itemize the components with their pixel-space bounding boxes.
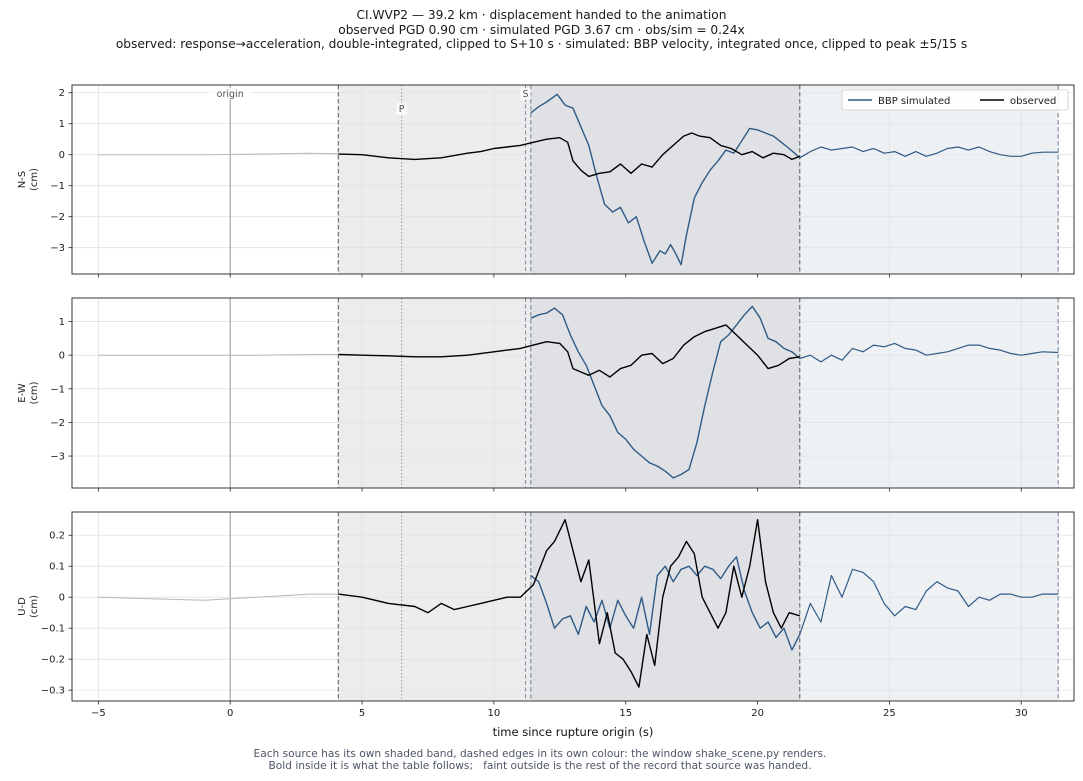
y-tick-label: −1 <box>50 181 65 192</box>
caption-line-2: Bold inside it is what the table follows… <box>268 760 812 772</box>
x-tick-label: −5 <box>91 708 106 719</box>
series-observed-outside-window <box>98 354 339 356</box>
y-tick-label: 0.2 <box>49 531 65 542</box>
panel-2: −3 −2 −1 0 1 E-W (cm) <box>17 297 1075 492</box>
y-tick-label: −3 <box>50 452 65 463</box>
series-bbp-simulated-outside-window <box>799 342 1059 363</box>
panel-3: −0.3 −0.2 −0.1 0 0.1 0.2 −5 0 5 10 15 20 25 30 U-D (cm) <box>17 511 1075 719</box>
legend-label-observed: observed <box>1010 96 1056 107</box>
x-tick-label: 5 <box>359 708 365 719</box>
series-observed <box>338 324 800 378</box>
y-tick-label: 1 <box>59 317 65 328</box>
y-axis-label: (cm) <box>29 168 40 191</box>
y-tick-label: 0 <box>59 351 65 362</box>
overlap-window-band <box>530 298 800 488</box>
y-tick-label: −0.2 <box>41 655 65 666</box>
y-tick-label: −2 <box>50 418 65 429</box>
overlap-window-band <box>530 512 800 701</box>
plot-frame <box>71 297 1075 489</box>
plot-frame <box>71 511 1075 702</box>
chart-title: CI.WVP2 — 39.2 km · displacement handed … <box>0 8 1083 52</box>
legend: BBP simulated observed <box>841 89 1069 111</box>
marker-label-bg <box>396 103 407 115</box>
x-tick-label: 15 <box>619 708 632 719</box>
title-line-2: observed PGD 0.90 cm · simulated PGD 3.6… <box>338 22 745 37</box>
marker-label-bg <box>520 88 531 100</box>
plot-frame <box>71 84 1075 275</box>
legend-label-simulated: BBP simulated <box>878 96 950 107</box>
y-tick-label: −1 <box>50 384 65 395</box>
y-axis-label: U-D <box>17 597 28 616</box>
title-line-1: CI.WVP2 — 39.2 km · displacement handed … <box>356 8 727 22</box>
series-bbp-simulated <box>530 556 801 651</box>
y-tick-label: −2 <box>50 212 65 223</box>
caption-line-1: Each source has its own shaded band, das… <box>253 748 827 760</box>
series-observed-outside-window <box>98 152 339 156</box>
y-axis-label: N-S <box>17 171 28 188</box>
series-bbp-simulated <box>530 305 801 479</box>
series-observed-outside-window <box>98 593 339 601</box>
marker-label-s: S <box>523 89 529 100</box>
y-axis-label: E-W <box>17 383 28 403</box>
marker-label-origin: origin <box>217 89 244 100</box>
y-tick-label: 2 <box>59 88 65 99</box>
marker-label-p: P <box>399 104 405 115</box>
overlap-window-band <box>530 85 800 274</box>
series-observed <box>338 132 801 178</box>
panel-1: −3 −2 −1 0 1 2 N-S (cm) origin P S BBP simulated obs… <box>17 84 1075 278</box>
x-axis-label: time since rupture origin (s) <box>493 725 654 739</box>
marker-label-bg <box>209 88 251 100</box>
x-tick-label: 30 <box>1015 708 1028 719</box>
x-tick-label: 0 <box>227 708 233 719</box>
y-tick-label: −0.3 <box>41 686 65 697</box>
x-tick-label: 10 <box>488 708 501 719</box>
x-tick-label: 25 <box>883 708 896 719</box>
x-tick-label: 20 <box>751 708 764 719</box>
legend-box <box>841 89 1069 111</box>
y-tick-label: −0.1 <box>41 624 65 635</box>
y-axis-label: (cm) <box>29 381 40 404</box>
figure-caption: Each source has its own shaded band, das… <box>0 748 1080 772</box>
y-tick-label: 0.1 <box>49 562 65 573</box>
series-bbp-simulated-outside-window <box>799 146 1059 159</box>
y-tick-label: 0 <box>59 150 65 161</box>
series-bbp-simulated-outside-window <box>799 568 1059 635</box>
y-axis-label: (cm) <box>29 595 40 618</box>
y-tick-label: −3 <box>50 243 65 254</box>
y-tick-label: 0 <box>59 593 65 604</box>
series-bbp-simulated <box>530 93 801 266</box>
series-observed <box>338 519 800 688</box>
y-tick-label: 1 <box>59 119 65 130</box>
title-line-3: observed: response→acceleration, double-… <box>115 37 968 51</box>
